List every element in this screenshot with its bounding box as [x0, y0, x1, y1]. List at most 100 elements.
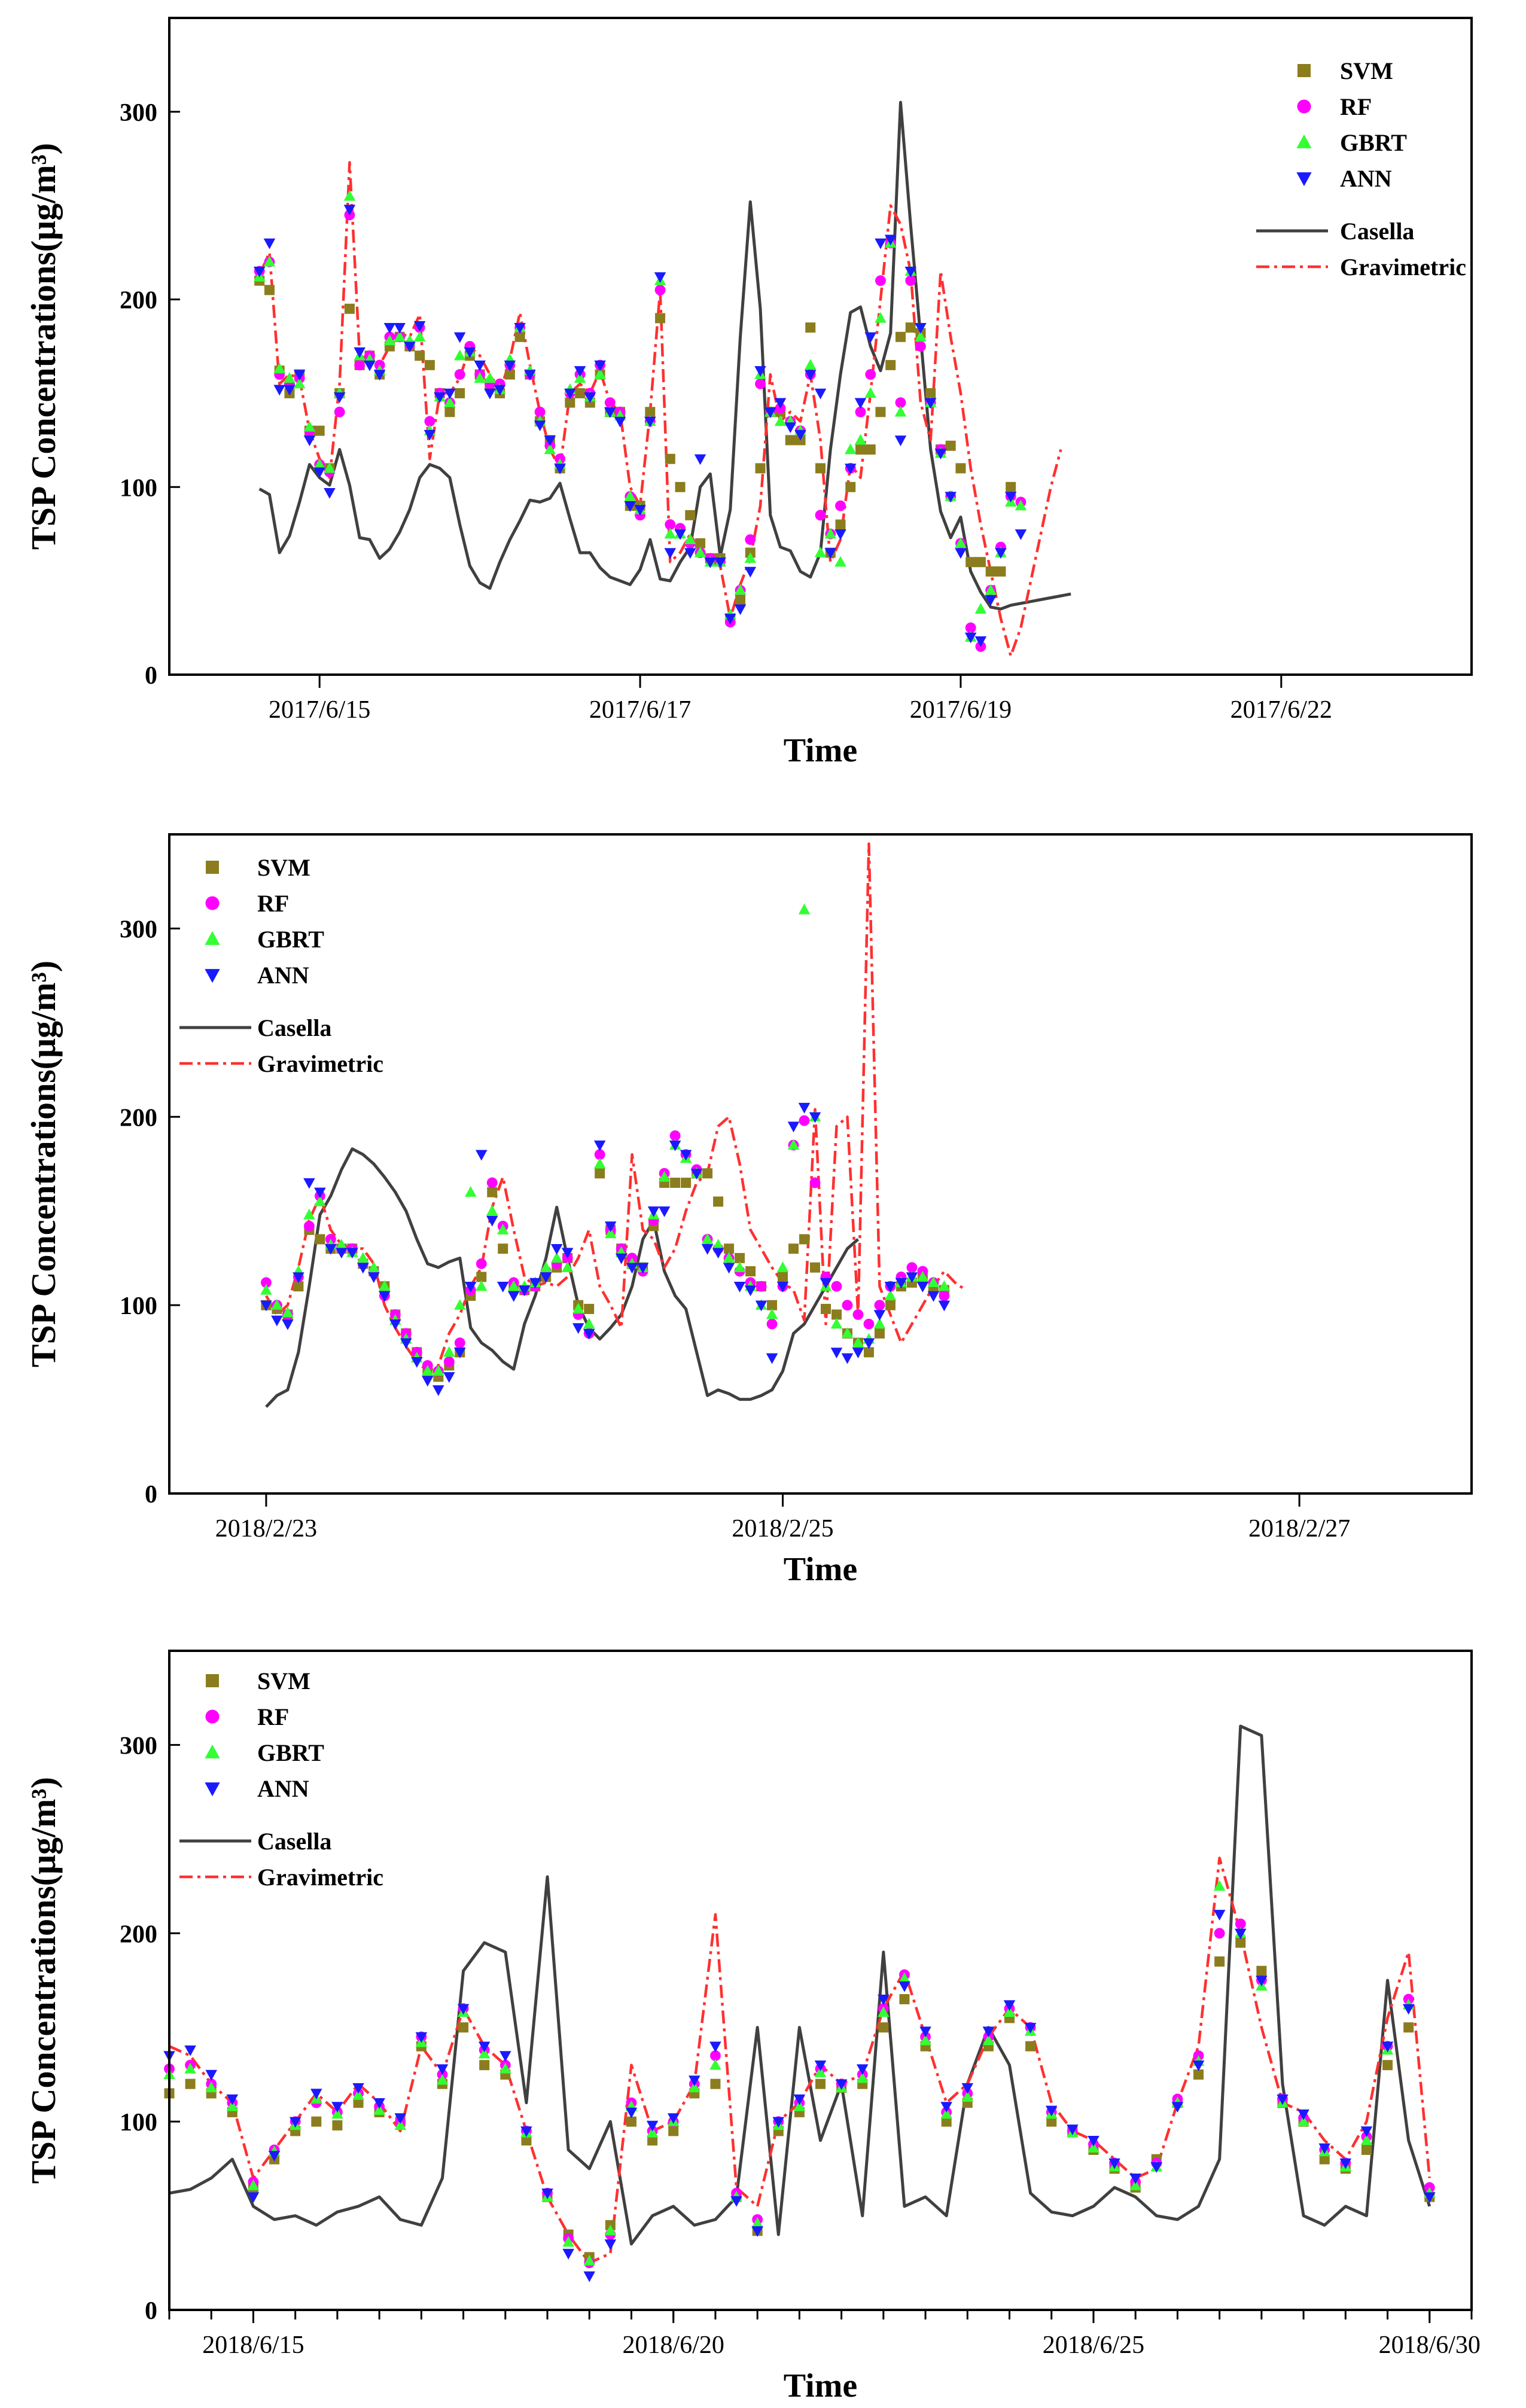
chart-3-rf-point: [1235, 1918, 1246, 1930]
chart-3-ann-point: [457, 2004, 470, 2015]
chart-1-svm-point: [695, 538, 706, 548]
chart-2-gbrt-point: [938, 1280, 951, 1291]
chart-2-ann-point: [475, 1150, 488, 1161]
chart-2-gbrt-point: [454, 1299, 466, 1310]
chart-1-svm-point: [785, 435, 796, 446]
chart-2-gbrt-point: [357, 1252, 369, 1263]
y-tick-label: 300: [120, 99, 157, 127]
chart-3-svm-point: [479, 2060, 490, 2071]
chart-2-axes: 0 100 200 300 2018/2/23 2018/2/25 2018/2/27: [120, 916, 1350, 1543]
chart-3-y-axis-label: TSP Concentrations(μg/m³): [24, 1777, 63, 2184]
chart-1-gbrt-point: [834, 556, 846, 567]
chart-1-ann-point: [664, 548, 677, 559]
chart-3-gbrt-point: [1088, 2142, 1099, 2153]
chart-3-ann-point: [919, 2026, 931, 2038]
chart-3-svm-point: [1046, 2116, 1057, 2127]
chart-1-ann-point: [574, 366, 586, 377]
chart-1-gbrt-point: [624, 490, 636, 501]
chart-2-ann-point: [927, 1291, 940, 1302]
chart-3-legend-svm-marker: [206, 1674, 219, 1687]
chart-1-ann-point: [644, 416, 656, 428]
chart-2-svm-point: [788, 1243, 799, 1254]
chart-1-legend-svm-marker: [1297, 64, 1311, 77]
chart-2-rf-point: [443, 1356, 455, 1367]
chart-3-ann-point: [751, 2226, 763, 2237]
chart-1-gbrt-point: [664, 528, 677, 539]
chart-3-svm-point: [458, 2022, 469, 2033]
chart-1-rf-point: [915, 341, 926, 352]
chart-2-ann-point: [669, 1140, 681, 1151]
chart-3-ann-point: [898, 1981, 910, 1992]
chart-3-gbrt-point: [689, 2081, 700, 2093]
chart-2-ann-point: [916, 1282, 929, 1293]
y-tick-label: 0: [145, 2297, 157, 2325]
chart-2-ann-point: [798, 1102, 811, 1114]
chart-2-ann-point: [658, 1206, 671, 1217]
chart-1-ann-point: [284, 385, 296, 396]
chart-3-legend-gbrt-marker: [205, 1744, 220, 1758]
chart-3-svm-point: [311, 2116, 322, 2127]
chart-1-gbrt-point: [875, 312, 887, 323]
chart-2-ann-point: [647, 1206, 660, 1217]
chart-2-series: [260, 842, 967, 1408]
chart-1-gbrt-point: [1015, 499, 1027, 511]
chart-1-gbrt-point: [343, 190, 356, 201]
chart-2-svm-point: [498, 1243, 508, 1254]
chart-1-rf-point: [965, 622, 976, 633]
chart-3-ann-point: [1192, 2060, 1205, 2071]
chart-3-ann-point: [1129, 2173, 1141, 2184]
chart-2-legend-rf-label: RF: [257, 890, 289, 917]
chart-3-svm-point: [1403, 2022, 1414, 2033]
chart-1-ann-point: [834, 529, 846, 540]
chart-3-series: [163, 1724, 1436, 2282]
chart-3-gbrt-point: [478, 2047, 491, 2059]
chart-2-svm-point: [476, 1272, 487, 1282]
chart-2-y-axis-label-unit: (μg/m³): [24, 961, 63, 1069]
chart-2-gbrt-point: [658, 1171, 671, 1182]
chart-1-ann-point: [444, 388, 456, 400]
chart-2-legend-svm-marker: [206, 861, 219, 874]
chart-1-ann-point: [1004, 492, 1017, 503]
chart-3-legend-gravimetric-label: Gravimetric: [257, 1864, 383, 1891]
chart-1-svm-point: [1006, 481, 1016, 492]
chart-3-ann-point: [878, 1994, 890, 2005]
chart-2-svm-point: [670, 1177, 681, 1188]
chart-1-svm-point: [995, 566, 1006, 577]
chart-3-svm-point: [353, 2098, 364, 2108]
chart-1-gbrt-point: [484, 372, 496, 383]
chart-3-gbrt-point: [751, 2217, 763, 2228]
chart-2-gbrt-point: [723, 1252, 735, 1263]
chart-1-gbrt-point: [313, 458, 325, 470]
chart-2-ann-point: [604, 1221, 617, 1233]
chart-1-ann-point: [554, 464, 566, 475]
chart-3-gbrt-point: [856, 2072, 869, 2083]
chart-2-svm-point: [810, 1262, 821, 1273]
chart-1-ann-point: [804, 370, 817, 381]
chart-2-rf-point: [831, 1281, 842, 1292]
chart-1-svm-point: [875, 407, 886, 417]
chart-1-svm-point: [575, 388, 586, 398]
chart-2-gbrt-point: [733, 1261, 746, 1272]
chart-1-rf-point: [755, 378, 766, 389]
chart-1-ann-point: [864, 332, 877, 343]
chart-2-ann-point: [776, 1282, 789, 1293]
chart-3-gbrt-point: [352, 2089, 364, 2100]
x-tick-label: 2017/6/15: [269, 696, 370, 724]
chart-1-ann-point: [964, 632, 977, 644]
chart-2-gbrt-point: [282, 1306, 294, 1318]
chart-2-gbrt-point: [884, 1290, 897, 1301]
chart-2-svm-point: [487, 1187, 498, 1197]
chart-3-ann-point: [856, 2064, 869, 2075]
chart-1-svm-point: [685, 510, 696, 520]
chart-1-gbrt-point: [574, 372, 586, 383]
chart-3-gbrt-point: [562, 2236, 574, 2247]
chart-2-ann-point: [938, 1300, 951, 1312]
chart-1-gbrt-point: [544, 443, 556, 455]
chart-1-ann-point: [364, 360, 376, 371]
chart-2-ann-point: [841, 1353, 854, 1364]
chart-3-svm-point: [668, 2126, 679, 2136]
chart-3-ann-point: [226, 2094, 239, 2105]
chart-2-ann-point: [293, 1272, 304, 1284]
chart-2-svm-point: [702, 1168, 713, 1179]
x-tick-label: 2018/6/30: [1379, 2331, 1481, 2359]
